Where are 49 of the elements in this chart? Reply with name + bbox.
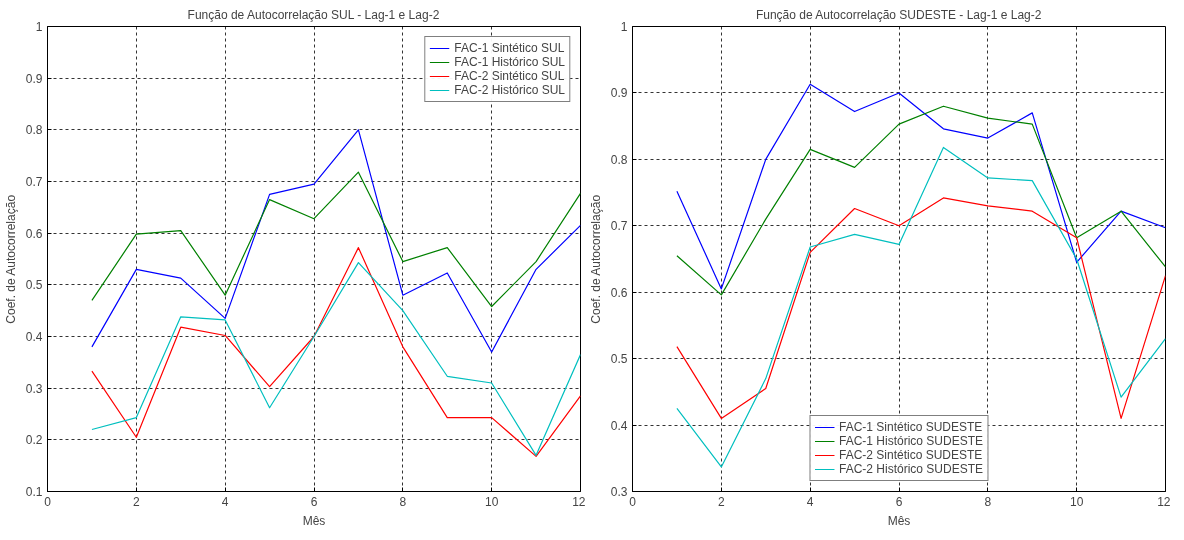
x-tick-label: 2: [718, 494, 725, 509]
y-tick-label: 0.2: [25, 433, 43, 448]
y-tick-label: 0.8: [610, 152, 628, 167]
legend-label: FAC-2 Histórico SUDESTE: [838, 462, 984, 476]
x-tick-label: 8: [399, 494, 407, 509]
y-tick-label: 0.3: [25, 381, 43, 396]
line-series: [676, 197, 1166, 420]
y-axis-title: Coef. de Autocorrelação: [3, 194, 18, 324]
y-tick-label: 0.9: [610, 86, 628, 101]
y-tick-label: 0.7: [610, 219, 628, 234]
legend-label: FAC-1 Sintético SUL: [454, 41, 565, 55]
x-tick-label: 6: [895, 494, 903, 509]
legend-label: FAC-2 Sintético SUDESTE: [838, 448, 983, 462]
x-tick-label: 0: [44, 494, 52, 509]
x-tick-label: 10: [1069, 494, 1084, 509]
y-axis-title: Coef. de Autocorrelação: [588, 194, 603, 324]
y-tick-label: 1: [620, 20, 628, 34]
y-tick-label: 0.4: [25, 330, 43, 344]
x-axis-title: Mês: [302, 513, 326, 528]
y-tick-label: 0.1: [25, 485, 43, 499]
x-tick-label: 0: [629, 494, 637, 509]
y-tick-label: 0.9: [25, 71, 43, 86]
chart-title: Função de Autocorrelação SUL - Lag-1 e Lag-2: [187, 7, 440, 22]
legend-label: FAC-1 Histórico SUL: [454, 55, 565, 69]
x-tick-label: 10: [484, 494, 499, 509]
y-tick-label: 0.6: [610, 285, 628, 300]
x-tick-label: 8: [984, 494, 992, 509]
legend-label: FAC-1 Sintético SUDESTE: [838, 420, 983, 434]
x-tick-label: 6: [310, 494, 318, 509]
y-tick-label: 0.3: [610, 485, 628, 499]
y-tick-label: 0.6: [25, 226, 43, 241]
y-tick-label: 0.8: [25, 123, 43, 138]
x-tick-label: 12: [572, 494, 586, 509]
chart-title: Função de Autocorrelação SUDESTE - Lag-1 e Lag-2: [755, 7, 1042, 22]
line-series: [91, 171, 581, 308]
y-tick-label: 0.5: [25, 278, 43, 293]
x-axis-title: Mês: [887, 513, 911, 528]
y-tick-label: 0.7: [25, 175, 43, 189]
y-tick-label: 1: [35, 20, 43, 34]
x-tick-label: 12: [1157, 494, 1171, 509]
x-tick-label: 4: [221, 494, 229, 509]
x-tick-label: 2: [133, 494, 140, 509]
x-tick-label: 4: [806, 494, 814, 509]
line-series: [91, 129, 581, 353]
legend-label: FAC-2 Sintético SUL: [454, 69, 565, 83]
legend-label: FAC-1 Histórico SUDESTE: [838, 434, 984, 448]
y-tick-label: 0.4: [610, 418, 628, 433]
y-tick-label: 0.5: [610, 352, 628, 367]
legend-label: FAC-2 Histórico SUL: [454, 83, 565, 97]
